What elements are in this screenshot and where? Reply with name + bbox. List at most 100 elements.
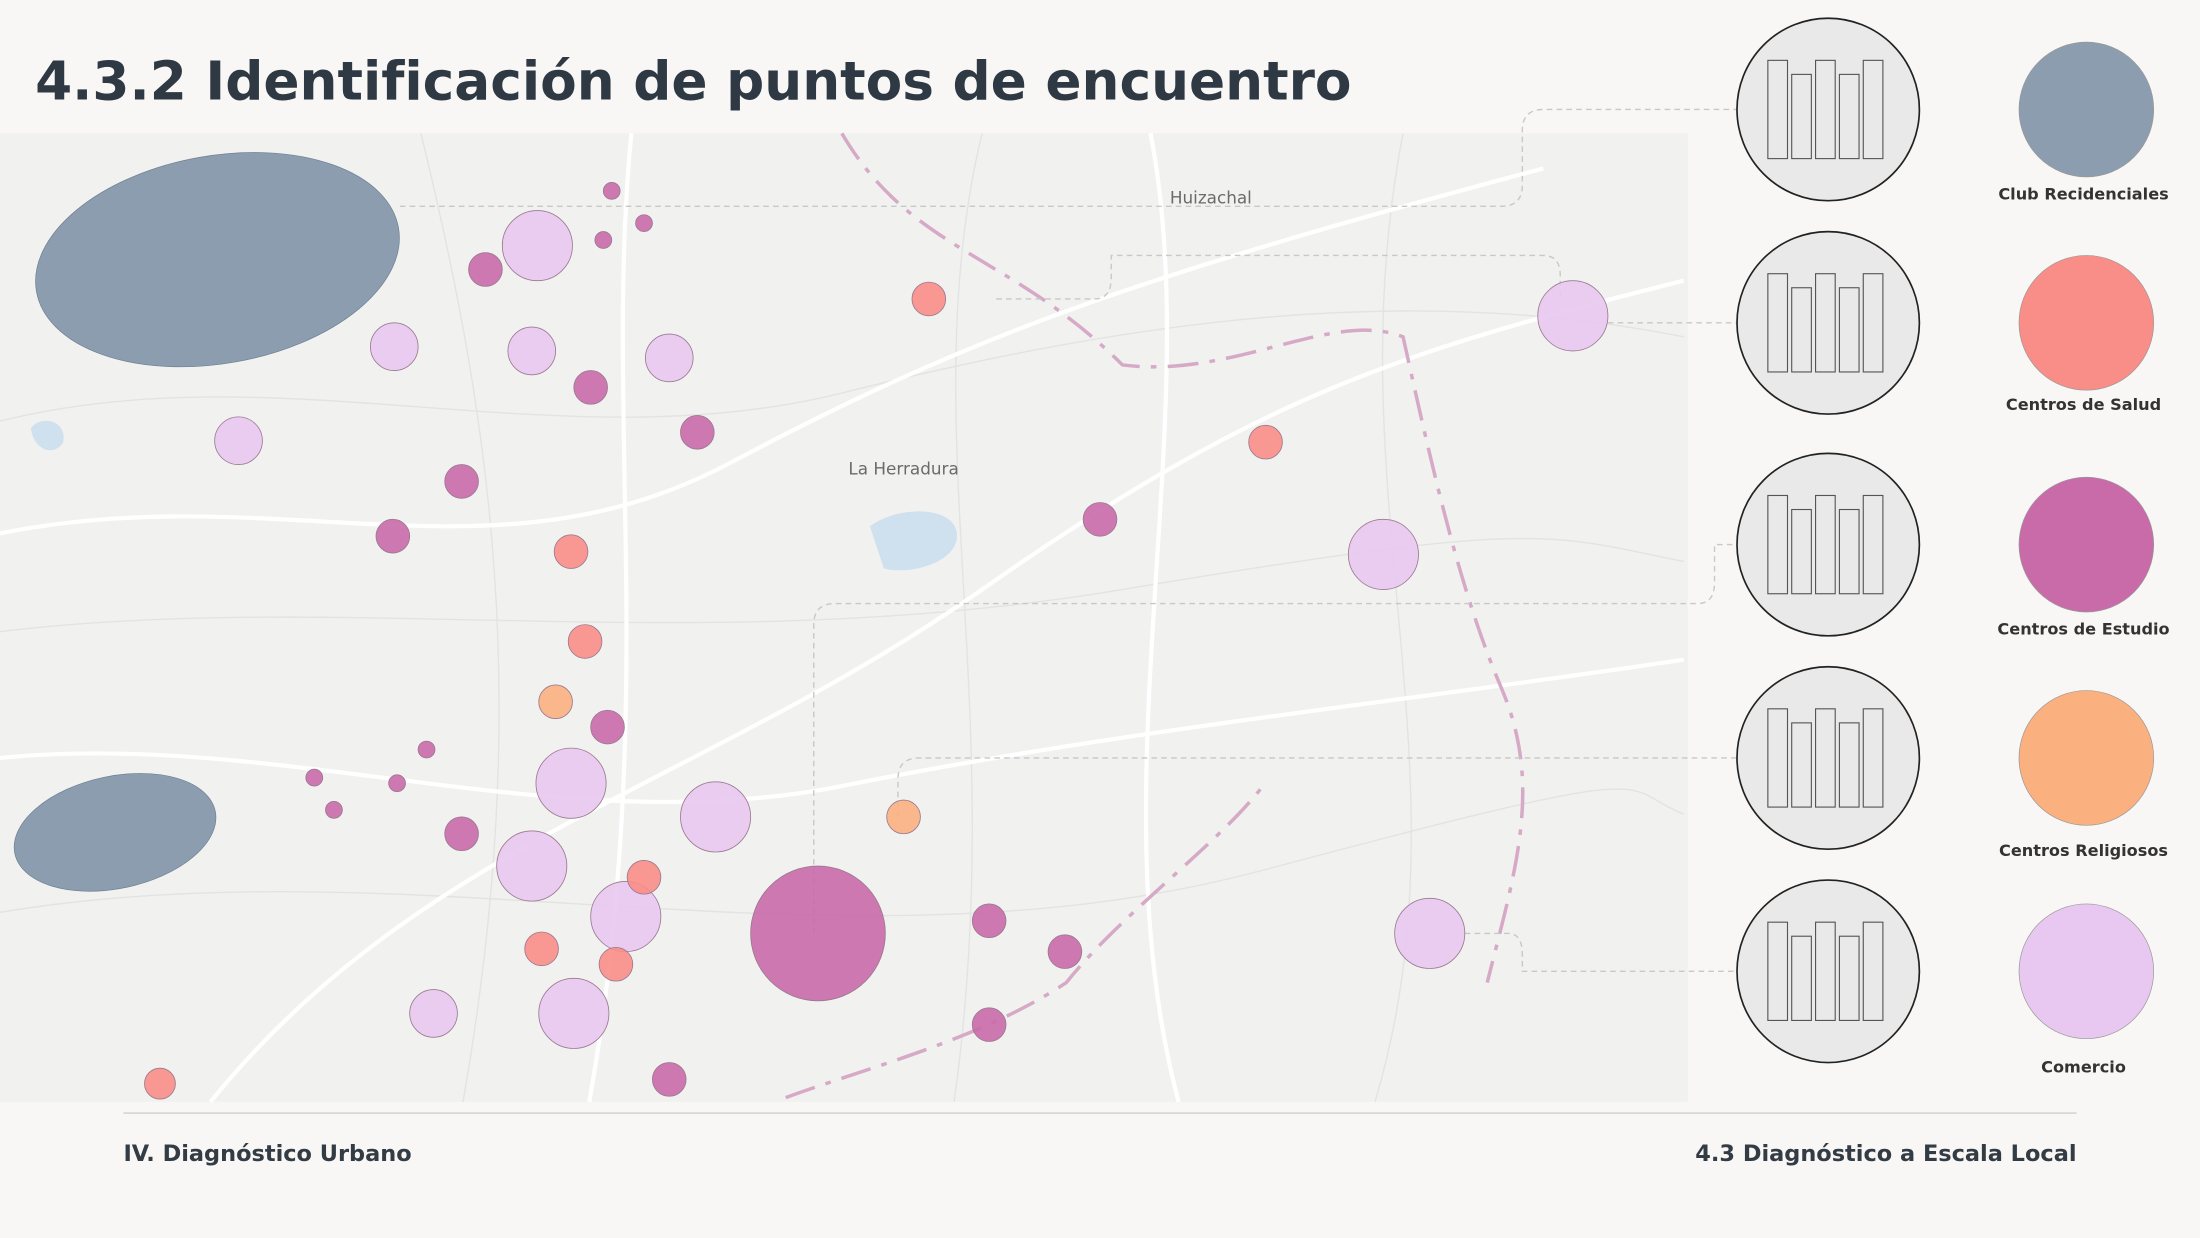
minor-roads — [0, 133, 1684, 1103]
legend-swatch — [2018, 903, 2155, 1040]
map-marker — [1248, 424, 1283, 460]
map-marker — [652, 1062, 687, 1097]
map-marker — [369, 322, 419, 371]
photo-sketch — [1791, 287, 1812, 373]
map-marker — [325, 801, 343, 819]
map-marker — [305, 768, 324, 787]
photo-sketch — [1791, 935, 1812, 1021]
map-marker — [501, 210, 573, 282]
map-label: Huizachal — [1170, 188, 1252, 208]
map-marker — [417, 740, 436, 759]
map-marker — [1082, 502, 1118, 537]
photo-sketch — [1815, 59, 1836, 160]
map-marker — [535, 747, 607, 819]
map-marker — [444, 464, 479, 499]
photo-sketch — [1815, 708, 1836, 808]
map-marker — [680, 415, 715, 450]
map-marker — [444, 816, 479, 852]
photo-sketch — [1862, 494, 1884, 595]
legend-swatch — [2018, 41, 2155, 178]
map-marker — [1347, 518, 1419, 590]
lake — [869, 511, 958, 571]
legend-swatch — [2018, 690, 2155, 826]
map-marker — [468, 252, 503, 287]
map: Huizachal La Herradura — [0, 108, 1737, 1104]
legend-item: Comercio — [1736, 879, 2155, 1076]
map-marker — [680, 781, 752, 853]
legend-swatch — [2018, 476, 2155, 613]
photo-frame — [1736, 230, 1921, 415]
legend-item: Club Recidenciales — [1736, 17, 2169, 203]
photo-sketch — [1838, 73, 1860, 160]
photo-sketch — [1791, 73, 1812, 160]
photo-sketch — [1838, 508, 1860, 595]
map-marker — [567, 624, 603, 659]
photo-sketch — [1815, 921, 1836, 1021]
map-marker — [1537, 280, 1609, 352]
photo-frame — [1736, 17, 1921, 202]
legend-label: Centros Religiosos — [1999, 841, 2168, 860]
map-marker — [594, 231, 613, 249]
photo-sketch — [1767, 708, 1789, 808]
map-marker — [1394, 897, 1466, 969]
legend-label: Club Recidenciales — [1998, 184, 2168, 203]
photo-sketch — [1791, 508, 1812, 595]
map-marker — [573, 370, 608, 405]
map-marker — [971, 903, 1007, 939]
photo-sketch — [1767, 273, 1789, 373]
map-label: La Herradura — [848, 458, 958, 478]
map-marker — [409, 989, 458, 1038]
club-area — [35, 152, 400, 368]
legend-swatch — [2018, 255, 2155, 391]
photo-sketch — [1838, 935, 1860, 1021]
main-roads — [0, 132, 1685, 1104]
map-marker — [538, 684, 573, 720]
map-marker — [1047, 934, 1083, 969]
photo-sketch — [1815, 273, 1836, 373]
map-marker — [553, 534, 589, 569]
legend: Club Recidenciales Centros de Salud Centro… — [1736, 17, 2170, 1076]
map-marker — [886, 799, 921, 835]
photo-frame — [1736, 452, 1921, 637]
photo-sketch — [1862, 273, 1884, 373]
map-marker — [635, 214, 653, 233]
photo-sketch — [1791, 722, 1812, 808]
map-marker — [524, 931, 559, 967]
boundary — [785, 132, 1525, 1100]
markers — [13, 152, 1609, 1100]
photo-sketch — [1838, 722, 1860, 808]
title: 4.3.2 Identificación de puntos de encuen… — [35, 51, 1351, 113]
photo-frame — [1736, 665, 1921, 851]
photo-sketch — [1838, 287, 1860, 373]
photo-frame — [1736, 879, 1921, 1064]
map-marker — [598, 947, 634, 982]
photo-sketch — [1767, 921, 1789, 1021]
map-marker — [507, 326, 557, 376]
legend-item: Centros de Estudio — [1736, 452, 2170, 638]
map-marker — [590, 709, 625, 745]
map-marker — [144, 1067, 176, 1100]
map-marker — [214, 416, 263, 466]
map-marker — [911, 281, 947, 317]
footer-left: IV. Diagnóstico Urbano — [123, 1141, 411, 1167]
legend-label: Centros de Salud — [2006, 395, 2161, 414]
map-marker — [644, 333, 694, 383]
map-marker — [602, 182, 621, 200]
map-marker — [971, 1007, 1007, 1042]
legend-label: Comercio — [2041, 1057, 2126, 1076]
legend-item: Centros de Salud — [1736, 230, 2161, 415]
map-marker — [496, 830, 568, 902]
club-area — [13, 773, 217, 892]
map-marker — [538, 977, 610, 1049]
legend-label: Centros de Estudio — [1997, 619, 2169, 638]
photo-sketch — [1767, 494, 1789, 595]
pond — [30, 420, 64, 451]
map-marker — [388, 774, 406, 793]
photo-sketch — [1862, 708, 1884, 808]
photo-sketch — [1815, 494, 1836, 595]
photo-sketch — [1862, 921, 1884, 1021]
map-marker — [750, 865, 886, 1002]
legend-item: Centros Religiosos — [1736, 665, 2168, 860]
map-marker — [626, 860, 662, 895]
